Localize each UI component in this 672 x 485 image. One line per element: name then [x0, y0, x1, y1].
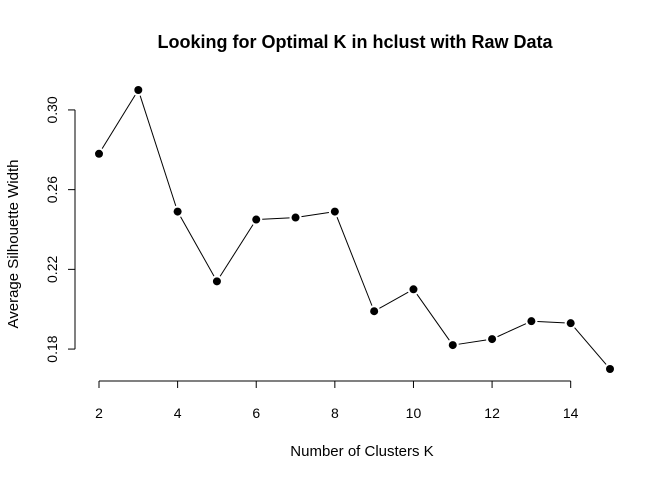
y-tick-label: 0.22 [44, 256, 60, 283]
series-line-segment [379, 291, 409, 309]
series-line-segment [497, 323, 527, 338]
series-line-segment [262, 217, 290, 220]
series-line-segment [336, 216, 373, 306]
x-tick-label: 14 [563, 405, 579, 421]
x-tick-label: 6 [252, 405, 260, 421]
data-point [566, 319, 575, 328]
series-line-segment [139, 95, 177, 207]
y-axis: 0.18 0.22 0.26 0.30 [44, 96, 76, 363]
y-tick-label: 0.26 [44, 176, 60, 203]
series-line-segment [180, 216, 215, 277]
data-point [95, 149, 103, 158]
data-point [448, 341, 457, 350]
series-line-segment [301, 211, 329, 218]
data-point [606, 365, 614, 373]
y-tick-label: 0.30 [44, 96, 60, 123]
y-axis-label: Average Silhouette Width [5, 160, 22, 329]
data-point [488, 335, 497, 344]
x-tick-label: 4 [174, 405, 182, 421]
x-tick-label: 2 [95, 405, 103, 421]
x-tick-label: 12 [484, 405, 500, 421]
data-point [370, 307, 379, 316]
data-point [291, 213, 300, 222]
data-point [252, 215, 261, 224]
series-line-segment [574, 327, 607, 365]
x-tick-label: 8 [331, 405, 339, 421]
data-point [212, 277, 221, 286]
data-point [330, 207, 339, 216]
data-point [173, 207, 182, 216]
data-point [409, 285, 418, 294]
series-line-segment [537, 320, 565, 324]
x-axis: 2 4 6 8 10 12 14 [95, 380, 579, 421]
series-line-segment [416, 293, 450, 341]
data-point [134, 86, 143, 94]
series-line-segment [219, 224, 254, 277]
x-tick-label: 10 [406, 405, 422, 421]
series-line-segment [458, 339, 487, 345]
data-point [527, 317, 536, 326]
x-axis-label: Number of Clusters K [290, 443, 433, 460]
series-line-segment [101, 94, 136, 149]
chart-title: Looking for Optimal K in hclust with Raw… [157, 32, 553, 52]
y-tick-label: 0.18 [44, 335, 60, 362]
series-layer [95, 86, 614, 373]
